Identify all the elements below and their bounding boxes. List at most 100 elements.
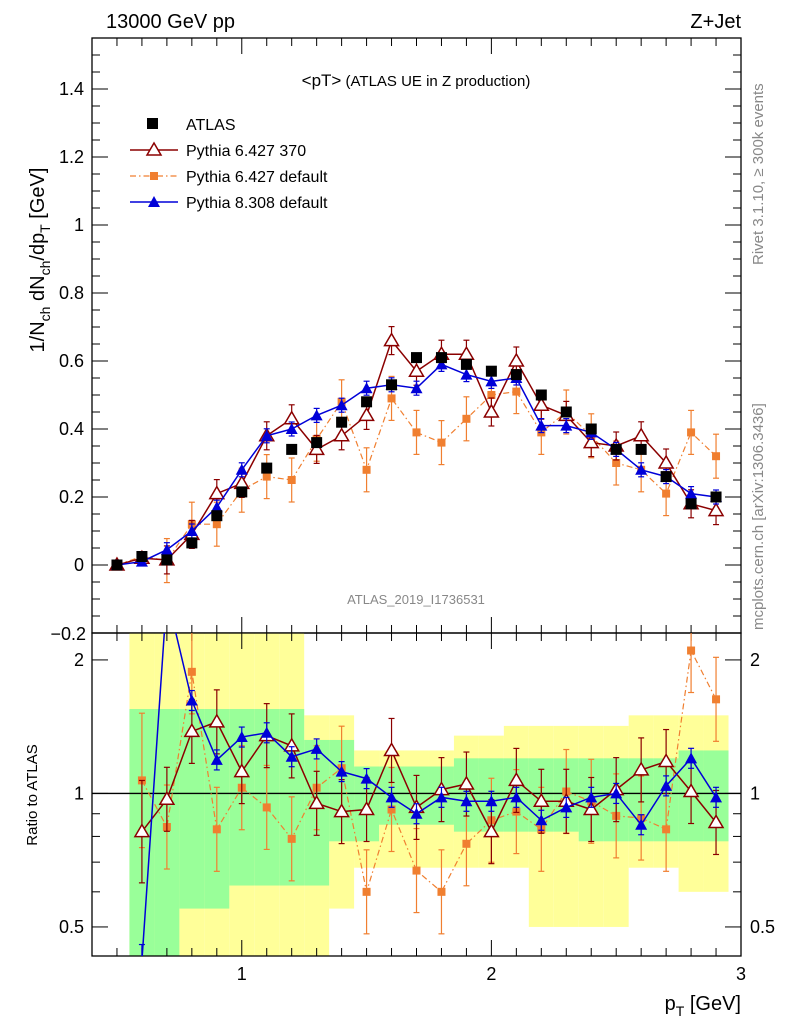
main-ytick-label: 1.2	[59, 147, 84, 167]
ratio-point-pythia-8-308-default	[435, 791, 448, 803]
ratio-point-pythia-8-308-default	[285, 750, 298, 762]
point-pythia-8-308-default	[435, 358, 448, 370]
point-pythia-8-308-default	[560, 419, 573, 431]
point-atlas	[435, 352, 447, 364]
ratio-point-pythia-8-308-default	[141, 954, 143, 956]
ratio-point-pythia-6-427-370	[158, 790, 176, 806]
ratio-point-pythia-6-427-370	[458, 775, 475, 790]
xtick-label: 3	[736, 964, 746, 984]
point-pythia-8-308-default	[460, 368, 473, 380]
point-atlas	[161, 554, 173, 566]
ratio-point-pythia-6-427-370	[508, 771, 525, 787]
ratio-point-pythia-6-427-default	[662, 825, 671, 834]
point-atlas	[236, 486, 248, 498]
legend-marker-atlas	[147, 118, 158, 129]
point-pythia-6-427-370	[458, 345, 475, 360]
point-pythia-8-308-default	[335, 399, 348, 411]
point-pythia-8-308-default	[485, 375, 498, 387]
ratio-point-pythia-8-308-default	[410, 807, 423, 819]
point-atlas	[560, 406, 572, 418]
ratio-line-pythia-6-427-370	[141, 720, 717, 834]
ratio-point-pythia-8-308-default	[485, 795, 498, 807]
ratio-panel: Ratio to ATLAS pT [GeV] 1 2 3 0.5 0.5 1 1 2 2	[24, 632, 775, 1019]
point-atlas	[211, 510, 223, 522]
main-ytick-label: 0.2	[59, 487, 84, 507]
rivet-label: Rivet 3.1.10, ≥ 300k events	[750, 83, 767, 265]
point-atlas	[186, 537, 198, 549]
point-pythia-8-308-default	[685, 487, 698, 499]
ratio-point-pythia-8-308-default	[385, 791, 398, 803]
point-pythia-6-427-370	[632, 427, 650, 442]
point-pythia-8-308-default	[260, 429, 273, 441]
ratio-ytick-label: 2	[74, 650, 84, 670]
point-pythia-8-308-default	[410, 382, 423, 394]
legend: ATLAS Pythia 6.427 370 Pythia 6.427 defa…	[130, 117, 328, 212]
point-pythia-6-427-370	[208, 485, 226, 500]
ratio-point-pythia-6-427-370	[233, 763, 251, 778]
ratio-point-pythia-6-427-default	[462, 839, 471, 848]
point-atlas	[311, 437, 323, 449]
ratio-point-pythia-8-308-default	[510, 791, 523, 803]
legend-marker-pythia6-370	[145, 141, 163, 156]
ratio-point-pythia-6-427-370	[308, 794, 325, 810]
point-pythia-8-308-default	[310, 409, 323, 421]
point-pythia-6-427-370	[657, 454, 675, 469]
ratio-ylabel: Ratio to ATLAS	[24, 744, 41, 845]
ratio-point-pythia-6-427-370	[383, 741, 400, 757]
main-ylabel: 1/Nch dNch/dpT [GeV]	[27, 168, 53, 353]
ratio-point-pythia-8-308-default	[460, 795, 473, 807]
ratio-ytick-label-right: 2	[750, 650, 760, 670]
point-pythia-6-427-default	[712, 452, 721, 461]
point-pythia-6-427-370	[358, 406, 375, 422]
ratio-point-pythia-6-427-370	[682, 783, 700, 798]
ratio-point-pythia-6-427-default	[262, 803, 271, 812]
ratio-point-pythia-6-427-default	[212, 825, 221, 834]
point-pythia-6-427-default	[612, 459, 621, 467]
energy-label: 13000 GeV pp	[106, 11, 235, 33]
main-ytick-label: 0.4	[59, 419, 84, 439]
ratio-point-pythia-6-427-default	[437, 887, 446, 896]
ratio-ytick-label-right: 1	[750, 783, 760, 803]
point-pythia-6-427-370	[408, 362, 425, 377]
point-atlas	[411, 352, 422, 364]
point-pythia-8-308-default	[210, 501, 223, 513]
ratio-point-pythia-6-427-default	[362, 887, 371, 896]
point-pythia-6-427-default	[662, 489, 671, 498]
ratio-point-pythia-8-308-default	[335, 765, 348, 777]
point-pythia-8-308-default	[185, 525, 198, 536]
analysis-id: ATLAS_2019_I1736531	[347, 592, 485, 607]
point-atlas	[535, 389, 547, 401]
ratio-point-pythia-6-427-370	[533, 792, 550, 808]
ratio-point-pythia-6-427-370	[183, 722, 201, 738]
ratio-line-pythia-6-427-default	[141, 648, 717, 893]
ratio-point-pythia-6-427-370	[657, 753, 675, 768]
plot-title-suffix: (ATLAS UE in Z production)	[341, 73, 530, 90]
ratio-point-pythia-8-308-default	[635, 818, 648, 830]
main-ytick-label: 0	[74, 555, 84, 575]
xlabel: pT [GeV]	[665, 993, 741, 1019]
plot-title-main: <pT>	[302, 71, 342, 90]
point-atlas	[660, 471, 672, 483]
ratio-point-pythia-8-308-default	[360, 772, 373, 784]
series-pythia-6-427-default	[112, 369, 721, 584]
ratio-point-pythia-8-308-default	[685, 752, 698, 764]
ratio-series	[133, 633, 725, 956]
point-pythia-6-427-370	[483, 403, 500, 418]
xtick-label: 2	[486, 964, 496, 984]
point-atlas	[386, 379, 398, 391]
ratio-point-pythia-8-308-default	[710, 791, 723, 803]
ratio-point-pythia-6-427-370	[133, 823, 151, 838]
point-atlas	[510, 369, 522, 381]
point-pythia-6-427-default	[437, 438, 446, 447]
point-pythia-6-427-default	[262, 472, 271, 481]
mcplots-label: mcplots.cern.ch [arXiv:1306.3436]	[750, 403, 767, 630]
point-pythia-6-427-default	[387, 394, 396, 403]
point-pythia-6-427-370	[333, 427, 350, 442]
process-label: Z+Jet	[690, 11, 741, 33]
ratio-series-pythia-8-308-default	[138, 633, 723, 956]
point-atlas	[585, 423, 597, 435]
ratio-point-pythia-8-308-default	[235, 731, 248, 743]
ratio-ytick-label-right: 0.5	[750, 917, 775, 937]
ratio-point-pythia-8-308-default	[185, 694, 198, 706]
